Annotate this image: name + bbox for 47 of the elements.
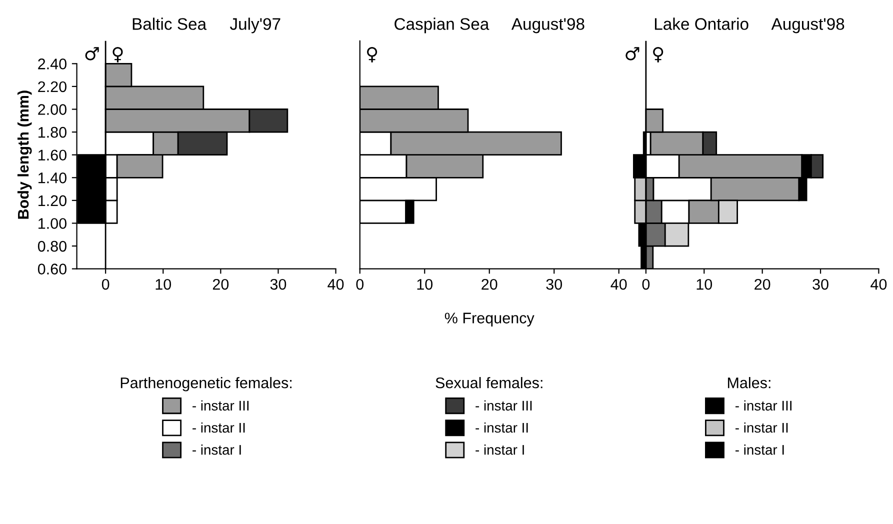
- x-tick-label: 40: [870, 278, 887, 290]
- y-tick-label: 1.20: [38, 195, 66, 206]
- y-tick-label: 2.00: [38, 104, 66, 115]
- legend-title: Parthenogenetic females:: [120, 377, 292, 392]
- y-tick-label: 1.60: [38, 150, 66, 161]
- legend-title: Sexual females:: [436, 377, 542, 388]
- x-tick-label: 40: [610, 278, 627, 290]
- x-tick-label: 10: [696, 278, 712, 290]
- legend-label: - instar III: [476, 400, 532, 411]
- x-tick-label: 0: [356, 278, 364, 290]
- y-axis-title: Body length (mm): [17, 90, 32, 219]
- y-tick-label: 0.60: [38, 264, 66, 274]
- legend-label: - instar II: [192, 422, 245, 433]
- x-tick-label: 20: [754, 278, 770, 290]
- x-tick-label: 30: [546, 278, 562, 290]
- y-tick-label: 1.80: [38, 126, 66, 138]
- annotation: ♀: [112, 46, 123, 62]
- y-tick-label: 1.40: [38, 172, 66, 184]
- annotation: ♀: [653, 46, 664, 62]
- legend-label: - instar III: [192, 400, 249, 411]
- annotation: ♂: [85, 47, 99, 60]
- x-tick-label: 10: [156, 278, 172, 290]
- chart-title: Baltic Sea July'97: [132, 18, 280, 34]
- x-tick-label: 10: [417, 278, 433, 290]
- x-tick-label: 0: [642, 278, 650, 290]
- x-tick-label: 0: [102, 278, 110, 290]
- legend-label: - instar I: [735, 444, 784, 455]
- x-tick-label: 20: [482, 278, 498, 290]
- chart-title: Lake Ontario August'98: [654, 18, 844, 34]
- chart-title: Caspian Sea August'98: [394, 18, 584, 34]
- legend-label: - instar II: [735, 422, 788, 433]
- y-tick-label: 1.00: [38, 218, 66, 229]
- x-tick-label: 20: [212, 278, 229, 290]
- x-tick-label: 30: [270, 278, 286, 290]
- x-axis-title: % Frequency: [444, 312, 534, 326]
- x-tick-label: 30: [812, 278, 828, 290]
- annotation: ♀: [366, 46, 378, 62]
- x-tick-label: 40: [328, 278, 344, 290]
- legend-label: - instar I: [476, 444, 524, 455]
- legend-label: - instar III: [735, 400, 792, 411]
- y-tick-label: 2.40: [38, 58, 66, 70]
- annotation: ♂: [626, 47, 640, 60]
- y-tick-label: 0.80: [38, 240, 66, 252]
- legend-label: - instar I: [192, 444, 241, 455]
- y-tick-label: 2.20: [38, 81, 66, 92]
- legend-title: Males:: [728, 377, 770, 388]
- legend-label: - instar II: [476, 422, 528, 433]
